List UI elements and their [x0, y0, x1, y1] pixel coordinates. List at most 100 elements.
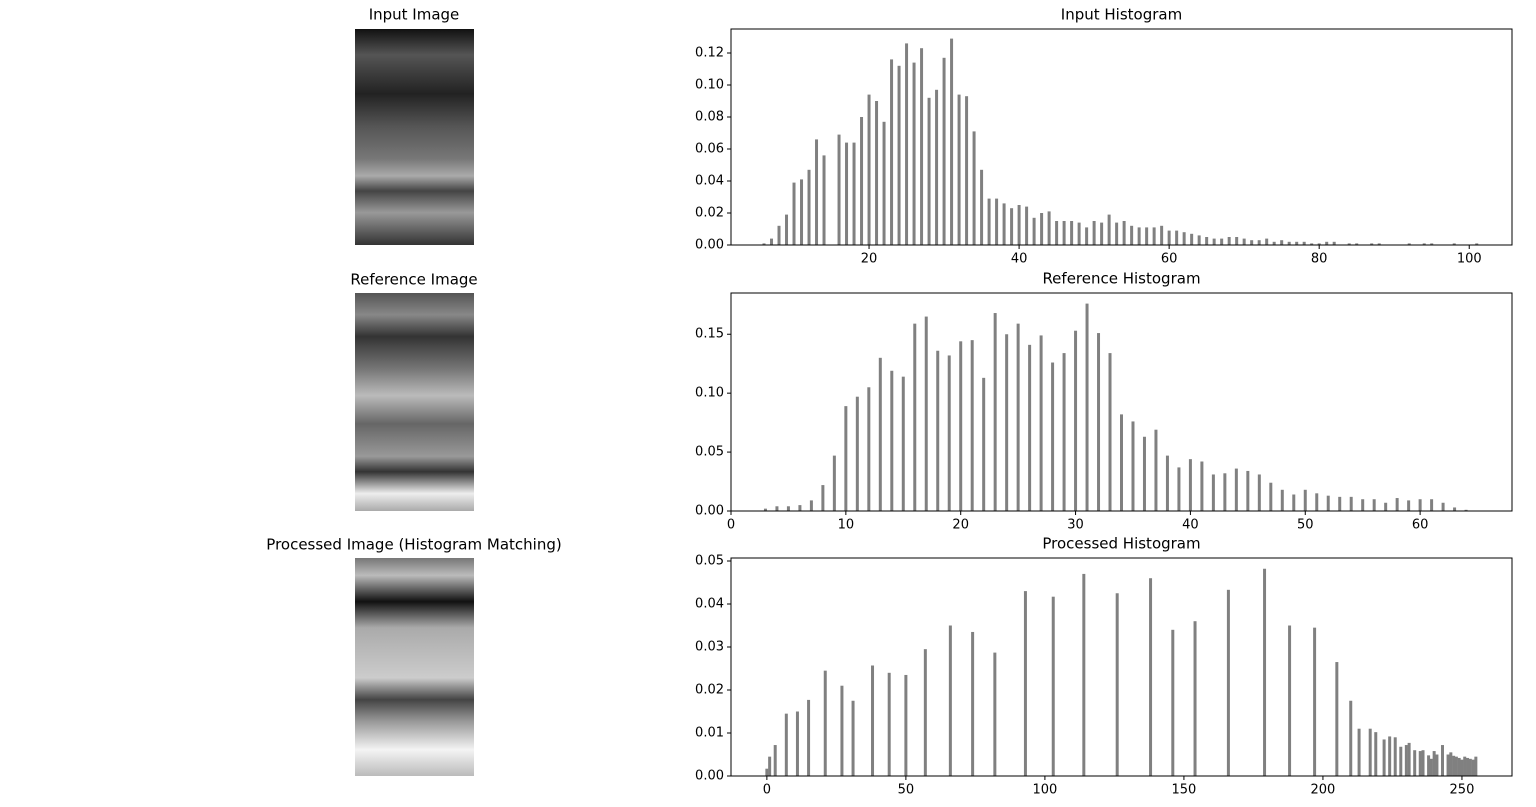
- bar: [982, 377, 986, 511]
- bar: [1466, 757, 1470, 776]
- bar: [1430, 499, 1434, 511]
- y-tick-label: 0.10: [695, 386, 724, 401]
- bar: [1005, 334, 1009, 511]
- bar: [867, 387, 871, 511]
- x-tick-label: 20: [861, 252, 878, 267]
- bar: [1368, 728, 1372, 776]
- x-tick-label: 0: [727, 518, 735, 533]
- bar: [1280, 240, 1284, 245]
- bar: [823, 670, 827, 776]
- bar: [770, 238, 774, 245]
- y-tick-label: 0.05: [695, 445, 724, 460]
- bar: [822, 155, 826, 245]
- bar: [795, 711, 799, 776]
- bar: [1070, 221, 1074, 245]
- bar: [807, 169, 811, 245]
- x-tick-label: 10: [838, 518, 855, 533]
- bar: [765, 768, 769, 776]
- chart-title: Reference Histogram: [1042, 270, 1200, 288]
- bar: [1002, 203, 1006, 245]
- bar: [1160, 225, 1164, 245]
- bar: [1288, 625, 1292, 776]
- bar: [1220, 238, 1224, 245]
- bar: [1120, 414, 1123, 511]
- bar: [1154, 429, 1158, 511]
- bar: [912, 62, 916, 245]
- y-tick-label: 0.08: [695, 110, 724, 125]
- bar: [1421, 750, 1425, 776]
- bar: [1257, 240, 1261, 245]
- x-tick-label: 200: [1311, 783, 1336, 798]
- axes-frame: [730, 292, 1513, 512]
- y-tick-label: 0.04: [695, 174, 724, 189]
- bar: [1010, 208, 1014, 245]
- bar: [792, 182, 796, 245]
- bar: [1313, 627, 1317, 776]
- bar: [1097, 333, 1101, 511]
- bar: [1182, 232, 1186, 245]
- x-tick-label: 20: [952, 518, 969, 533]
- axes-frame: [730, 557, 1513, 777]
- x-tick-label: 50: [1297, 518, 1314, 533]
- bar: [837, 134, 841, 245]
- bar: [844, 406, 848, 511]
- bar: [860, 117, 864, 245]
- bar: [1463, 756, 1467, 776]
- bar: [924, 316, 928, 511]
- bar: [1435, 754, 1439, 776]
- bar: [1432, 751, 1436, 776]
- bar: [775, 506, 779, 511]
- bar: [1165, 455, 1169, 511]
- bar: [1197, 235, 1201, 245]
- bar: [950, 38, 954, 245]
- bar: [1347, 243, 1351, 245]
- bar: [980, 169, 984, 245]
- bar: [890, 59, 894, 246]
- y-tick-label: 0.06: [695, 142, 724, 157]
- bar: [1302, 241, 1306, 245]
- bar: [1399, 746, 1403, 776]
- y-tick-label: 0.01: [695, 726, 724, 741]
- bar: [1382, 739, 1386, 776]
- bar: [852, 142, 856, 245]
- bar: [1393, 737, 1397, 776]
- bar: [1460, 759, 1464, 776]
- bar: [1454, 756, 1458, 776]
- bar: [840, 685, 844, 776]
- bar: [1263, 568, 1267, 776]
- bar: [1422, 243, 1426, 245]
- bar: [1413, 750, 1417, 776]
- bar: [972, 131, 976, 245]
- bar: [1325, 241, 1329, 245]
- bar: [1357, 728, 1361, 776]
- bar: [1200, 461, 1204, 511]
- bar: [1032, 217, 1036, 245]
- processed-image: [355, 558, 474, 776]
- bar: [1051, 362, 1055, 511]
- bar: [1430, 243, 1434, 245]
- bar: [1223, 473, 1227, 511]
- bar: [957, 94, 961, 245]
- bar: [1335, 662, 1339, 776]
- bar: [1188, 459, 1192, 511]
- bar: [1441, 502, 1445, 511]
- bar: [785, 214, 789, 245]
- bar: [807, 699, 811, 776]
- bar: [1062, 221, 1066, 245]
- bar: [1474, 756, 1478, 776]
- x-tick-label: 250: [1450, 783, 1475, 798]
- image-title: Input Image: [369, 6, 460, 24]
- bar: [993, 652, 997, 776]
- bar: [871, 665, 875, 776]
- bar: [1131, 421, 1135, 511]
- bar: [904, 674, 908, 776]
- bar: [905, 43, 909, 246]
- bar: [1303, 489, 1307, 511]
- bar: [1377, 243, 1381, 245]
- bar: [1349, 700, 1353, 776]
- bar: [1149, 578, 1153, 776]
- bar: [1471, 759, 1475, 776]
- bar: [987, 198, 991, 245]
- bar: [763, 508, 767, 511]
- bar: [1040, 213, 1044, 245]
